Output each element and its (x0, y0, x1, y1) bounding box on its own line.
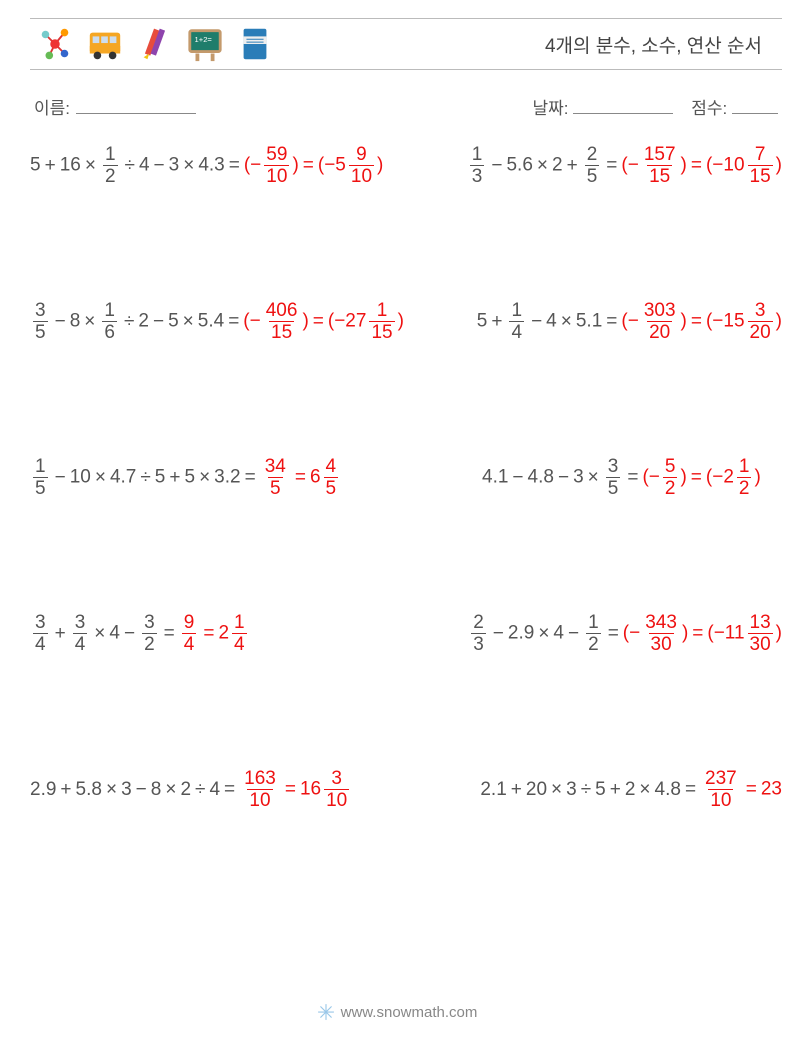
expression: 13−5.6×2+25= (467, 145, 622, 186)
date-line[interactable] (573, 95, 673, 114)
problem: 13−5.6×2+25= (−15715)=(−10715) (467, 145, 782, 186)
svg-text:1+2=: 1+2= (195, 35, 213, 44)
book-icon (236, 25, 274, 63)
expression: 2.1+20×3÷5+2×4.8= (480, 779, 700, 801)
footer-text: www.snowmath.com (341, 1004, 478, 1021)
problem: 35−8×16÷2−5×5.4= (−40615)=(−27115) (30, 301, 477, 342)
problem: 15−10×4.7÷5+5×3.2= 345=645 (30, 457, 482, 498)
problem: 5+14−4×5.1= (−30320)=(−15320) (477, 301, 782, 342)
name-label: 이름: (34, 94, 70, 119)
header: 1+2= 4개의 분수, 소수, 연산 순서 (30, 18, 782, 70)
problem: 23−2.9×4−12= (−34330)=(−111330) (468, 613, 782, 654)
answer: 23710=23 (700, 769, 782, 810)
problem: 4.1−4.8−3×35= (−52)=(−212) (482, 457, 782, 498)
snowflake-icon (317, 1003, 335, 1021)
worksheet-title: 4개의 분수, 소수, 연산 순서 (545, 31, 782, 58)
expression: 34+34×4−32= (30, 613, 179, 654)
problem-row: 2.9+5.8×3−8×2÷4= 16310=163102.1+20×3÷5+2… (30, 769, 782, 925)
expression: 23−2.9×4−12= (468, 613, 623, 654)
problem: 5+16×12÷4−3×4.3= (−5910)=(−5910) (30, 145, 467, 186)
expression: 2.9+5.8×3−8×2÷4= (30, 779, 239, 801)
problem-row: 35−8×16÷2−5×5.4= (−40615)=(−27115)5+14−4… (30, 301, 782, 457)
answer: (−40615)=(−27115) (243, 301, 404, 342)
meta-row: 이름: 날짜: 점수: (34, 94, 778, 119)
answer: 94=214 (179, 613, 250, 654)
problem-row: 34+34×4−32= 94=21423−2.9×4−12= (−34330)=… (30, 613, 782, 769)
answer: (−52)=(−212) (642, 457, 760, 498)
score-line[interactable] (732, 95, 778, 114)
answer: (−30320)=(−15320) (621, 301, 782, 342)
footer: www.snowmath.com (0, 1003, 794, 1025)
molecule-icon (36, 25, 74, 63)
expression: 5+16×12÷4−3×4.3= (30, 145, 244, 186)
answer: 16310=16310 (239, 769, 352, 810)
worksheet-page: 1+2= 4개의 분수, 소수, 연산 순서 이름: 날짜: (0, 0, 794, 1053)
name-line[interactable] (76, 95, 196, 114)
answer: (−34330)=(−111330) (623, 613, 782, 654)
score-label: 점수: (691, 99, 727, 118)
problem: 34+34×4−32= 94=214 (30, 613, 468, 654)
problem: 2.1+20×3÷5+2×4.8= 23710=23 (480, 769, 782, 810)
bus-icon (86, 25, 124, 63)
expression: 35−8×16÷2−5×5.4= (30, 301, 243, 342)
expression: 4.1−4.8−3×35= (482, 457, 642, 498)
header-icons: 1+2= (30, 25, 274, 63)
date-label: 날짜: (533, 99, 569, 118)
expression: 5+14−4×5.1= (477, 301, 622, 342)
problem-row: 15−10×4.7÷5+5×3.2= 345=6454.1−4.8−3×35= … (30, 457, 782, 613)
problems-grid: 5+16×12÷4−3×4.3= (−5910)=(−5910)13−5.6×2… (30, 145, 782, 925)
problem-row: 5+16×12÷4−3×4.3= (−5910)=(−5910)13−5.6×2… (30, 145, 782, 301)
answer: 345=645 (260, 457, 341, 498)
pencils-icon (136, 25, 174, 63)
answer: (−15715)=(−10715) (621, 145, 782, 186)
problem: 2.9+5.8×3−8×2÷4= 16310=16310 (30, 769, 480, 810)
chalkboard-icon: 1+2= (186, 25, 224, 63)
answer: (−5910)=(−5910) (244, 145, 383, 186)
expression: 15−10×4.7÷5+5×3.2= (30, 457, 260, 498)
